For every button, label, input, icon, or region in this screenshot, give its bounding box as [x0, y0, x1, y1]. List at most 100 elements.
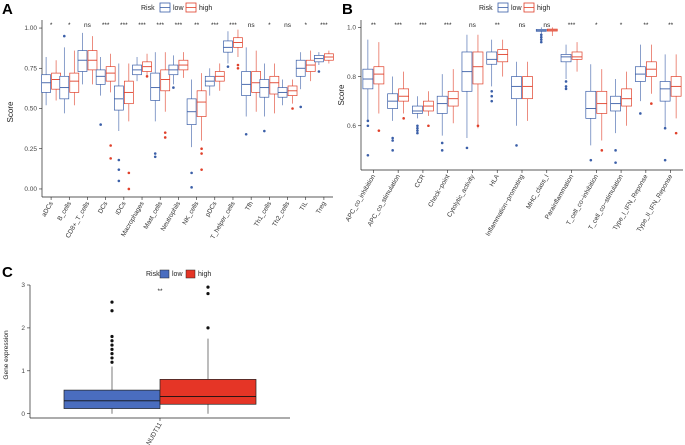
panel-b-legend-low: low — [511, 5, 522, 12]
panel-b-outlier-point — [440, 141, 444, 145]
panel-a-box-low — [95, 69, 106, 85]
panel-a-significance-label: * — [268, 22, 271, 29]
panel-b-box-low — [412, 105, 423, 114]
panel-a-significance-label: ns — [284, 22, 292, 29]
panel-a-outlier-point — [145, 75, 149, 78]
panel-b-significance-label: * — [595, 22, 598, 29]
panel-b-box-low — [511, 76, 522, 100]
panel-a: A Risk low high Score 0.00 0.25 0.50 0.75 1.… — [2, 1, 334, 241]
panel-a-box-high — [196, 90, 207, 117]
panel-b-significance-label: *** — [568, 22, 576, 29]
panel-a-outlier-point — [172, 86, 175, 89]
panel-b-category-label: CCR — [414, 173, 427, 189]
panel-b-significance-label: ** — [643, 22, 649, 29]
panel-b-box-high — [497, 49, 509, 63]
panel-b-outlier-point — [564, 85, 568, 88]
panel-a-category-label: DCs — [97, 200, 110, 215]
panel-b-ylabel: Score — [337, 84, 346, 105]
panel-b-ytick-label: 1.0 — [347, 25, 356, 32]
panel-c-legend-title: Risk — [146, 271, 160, 278]
panel-a-category-label: Th2_cells — [271, 200, 291, 228]
panel-a-outlier-point — [127, 187, 131, 191]
panel-b-outlier-point — [639, 112, 642, 115]
panel-a-outlier-point — [117, 158, 121, 162]
panel-b-outlier-point — [476, 124, 480, 128]
panel-b-outlier-point — [589, 158, 593, 162]
panel-b-significance-label: ns — [469, 22, 477, 29]
panel-a-outlier-point — [299, 105, 303, 109]
panel-b-legend-title: Risk — [479, 5, 493, 12]
panel-b-outlier-point — [539, 33, 543, 37]
panel-b-outlier-point — [465, 146, 469, 150]
panel-a-significance-label: * — [50, 22, 53, 29]
panel-a-box-low — [41, 74, 51, 93]
panel-c-box-high — [159, 379, 257, 405]
panel-a-significance-label: *** — [102, 22, 110, 29]
panel-a-box-high — [251, 71, 262, 93]
panel-c-significance-label: ** — [157, 288, 163, 295]
panel-a-box-high — [51, 72, 61, 90]
panel-b-box-high — [472, 51, 484, 85]
panel-a-ytick-label: 0.50 — [24, 106, 37, 113]
panel-a-box-high — [105, 66, 116, 82]
panel-b-box-high — [398, 88, 410, 102]
panel-a-box-low — [241, 71, 252, 96]
panel-b-ytick-label: 0.8 — [347, 74, 356, 81]
panel-a-box-low — [150, 72, 161, 101]
panel-a-outlier-point — [109, 157, 112, 160]
panel-c-outlier-point — [110, 356, 114, 360]
panel-b-significance-label: ** — [668, 22, 674, 29]
panel-a-ytick-label: 1.00 — [24, 25, 37, 32]
panel-a-legend-low: low — [173, 5, 184, 12]
panel-b-category-label: HLA — [489, 173, 502, 188]
panel-b-outlier-point — [539, 40, 543, 44]
panel-b-significance-label: *** — [419, 22, 427, 29]
panel-a-significance-label: *** — [120, 22, 128, 29]
panel-a-box-low — [259, 79, 270, 98]
panel-a-significance-label: *** — [175, 22, 183, 29]
panel-a-significance-label: *** — [229, 22, 237, 29]
panel-a-outlier-point — [244, 132, 248, 136]
panel-a-outlier-point — [163, 131, 167, 134]
panel-c-outlier-point — [206, 291, 210, 296]
panel-a-legend: Risk low high — [141, 2, 212, 13]
panel-c-legend-low: low — [172, 271, 183, 278]
panel-b-outlier-point — [391, 149, 394, 152]
panel-b-significance-label: ns — [543, 22, 551, 29]
panel-b-outlier-point — [564, 87, 568, 91]
panel-a-outlier-point — [153, 155, 157, 159]
panel-b-outlier-point — [366, 119, 370, 123]
panel-a-box-high — [160, 69, 171, 92]
panel-b-category-label: MHC_class_I — [525, 173, 550, 210]
panel-a-outlier-point — [163, 136, 167, 139]
panel-c-outlier-point — [110, 300, 114, 304]
panel-c-ytick-label: 2 — [21, 325, 25, 332]
panel-a-box-high — [305, 59, 316, 72]
panel-b-outlier-point — [515, 144, 518, 147]
panel-b-outlier-point — [674, 131, 678, 135]
panel-b-outlier-point — [650, 102, 653, 105]
panel-c-outlier-point — [110, 352, 114, 356]
panel-b-category-label: Check−point — [427, 173, 451, 208]
panel-b-outlier-point — [366, 153, 370, 157]
panel-b-category-label: Cytolytic_activity — [446, 173, 476, 219]
panel-c-outlier-point — [206, 326, 210, 330]
panel-b-legend-high: high — [537, 5, 550, 12]
panel-c-category-label: NUDT11 — [145, 421, 164, 445]
panel-b-outlier-point — [391, 139, 394, 142]
panel-b-box-low — [486, 51, 498, 65]
panel-b-outlier-point — [539, 38, 543, 41]
panel-a-category-label: NK_cells — [181, 200, 200, 226]
panel-b-box-low — [585, 90, 597, 119]
panel-b-outlier-point — [416, 126, 419, 130]
panel-b-significance-label: *** — [394, 22, 402, 29]
panel-c-ytick-label: 1 — [21, 368, 25, 375]
panel-c-outlier-point — [110, 343, 114, 347]
panel-c-legend-high-key — [185, 269, 196, 279]
panel-b-outlier-point — [564, 80, 568, 83]
panel-b-box-low — [560, 54, 572, 63]
panel-b-box-high — [373, 66, 385, 85]
panel-a-outlier-point — [190, 186, 193, 189]
panel-b-outlier-point — [416, 131, 419, 135]
